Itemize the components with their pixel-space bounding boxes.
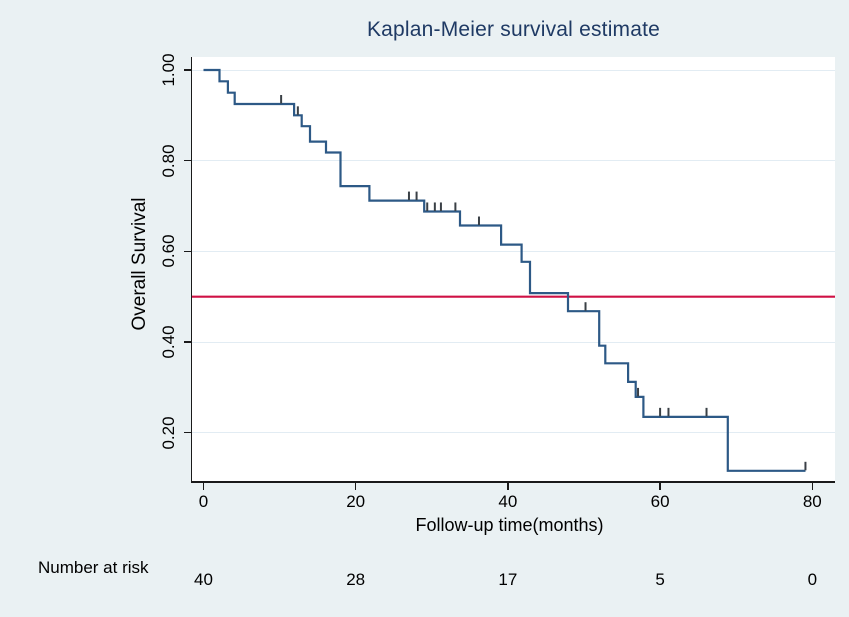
- x-tick-label: 80: [802, 492, 822, 511]
- y-gridline: [192, 341, 835, 343]
- number-at-risk-value: 28: [346, 570, 366, 589]
- y-gridline: [192, 160, 835, 162]
- y-gridline: [192, 69, 835, 71]
- number-at-risk-value: 17: [498, 570, 518, 589]
- number-at-risk-value: 5: [655, 570, 665, 589]
- number-at-risk-label: Number at risk: [38, 558, 149, 577]
- y-tick-label: 0.60: [159, 234, 178, 268]
- survival-plot-canvas: [192, 68, 835, 472]
- x-tick-label: 60: [650, 492, 670, 511]
- y-tick-label: 0.40: [159, 325, 178, 359]
- x-tick: [659, 482, 661, 490]
- y-gridline: [192, 432, 835, 434]
- y-tick-label: 0.80: [159, 144, 178, 178]
- x-tick: [811, 482, 814, 490]
- plot-area: [192, 57, 835, 481]
- y-gridline: [192, 250, 835, 252]
- y-tick: [183, 250, 191, 253]
- chart-title: Kaplan-Meier survival estimate: [366, 18, 661, 41]
- number-at-risk-value: 40: [194, 570, 213, 589]
- x-axis-line: [190, 481, 835, 483]
- y-axis-title: Overall Survival: [129, 197, 150, 331]
- x-tick: [354, 482, 357, 490]
- x-tick: [202, 482, 205, 490]
- x-tick-label: 20: [346, 492, 366, 511]
- y-tick: [183, 431, 191, 434]
- y-tick: [183, 341, 191, 343]
- y-tick: [183, 159, 191, 162]
- x-axis-title: Follow-up time(months): [415, 515, 604, 535]
- x-tick: [507, 482, 509, 490]
- survival-curve: [203, 68, 806, 472]
- number-at-risk-value: 0: [807, 570, 818, 589]
- y-tick-label: 1.00: [159, 53, 178, 87]
- y-tick: [183, 69, 191, 71]
- y-axis-line: [190, 57, 192, 483]
- y-tick-label: 0.20: [159, 416, 178, 450]
- x-tick-label: 0: [198, 492, 209, 511]
- x-tick-label: 40: [498, 492, 518, 511]
